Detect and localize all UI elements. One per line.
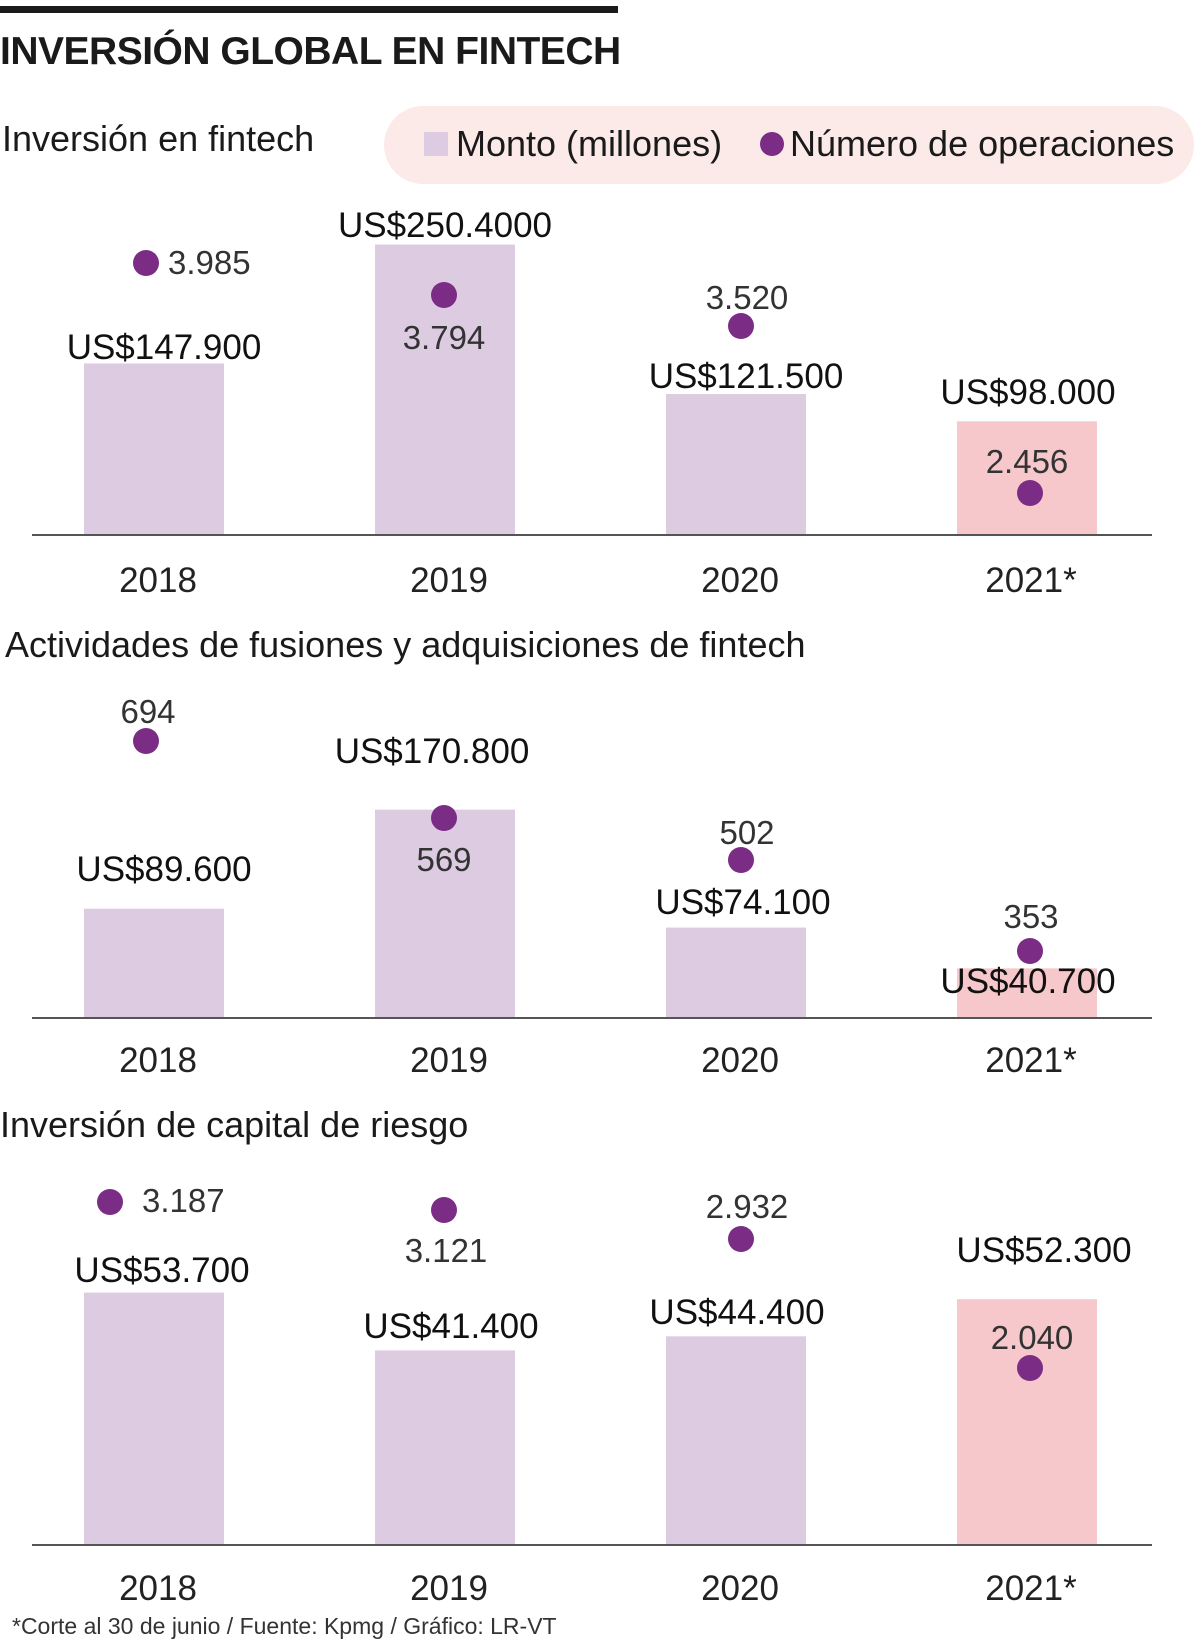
year-label-2-1: 2018: [119, 1041, 197, 1080]
amount-label-1-4: US$98.000: [940, 373, 1115, 412]
amount-label-1-2: US$250.4000: [338, 206, 552, 245]
year-label-1-3: 2020: [701, 561, 779, 600]
year-label-2-2: 2019: [410, 1041, 488, 1080]
ops-dot-3-1: [97, 1189, 123, 1215]
amount-label-2-3: US$74.100: [655, 883, 830, 922]
section-title-capital-riesgo: Inversión de capital de riesgo: [0, 1104, 469, 1145]
legend-ops-label: Número de operaciones: [790, 123, 1175, 164]
legend-ops-dot: [760, 132, 784, 156]
ops-label-1-4: 2.456: [986, 443, 1069, 480]
ops-label-1-3: 3.520: [706, 279, 789, 316]
legend: Monto (millones) Número de operaciones: [384, 106, 1194, 184]
ops-dot-2-1: [133, 728, 159, 754]
ops-dot-1-1: [133, 250, 159, 276]
title-rule: [0, 6, 618, 13]
year-label-3-1: 2018: [119, 1569, 197, 1608]
bar-1-2020: [666, 394, 806, 535]
year-label-1-4: 2021*: [985, 561, 1077, 600]
bar-2-2021: [957, 968, 1097, 1018]
ops-label-1-2: 3.794: [403, 319, 486, 356]
bar-3-2019: [375, 1350, 515, 1545]
amount-label-3-1: US$53.700: [74, 1251, 249, 1290]
ops-label-2-2: 569: [416, 841, 471, 878]
amount-label-3-2: US$41.400: [363, 1307, 538, 1346]
year-label-3-2: 2019: [410, 1569, 488, 1608]
year-label-3-3: 2020: [701, 1569, 779, 1608]
year-label-3-4: 2021*: [985, 1569, 1077, 1608]
ops-label-2-3: 502: [719, 814, 774, 851]
bar-3-2020: [666, 1336, 806, 1545]
ops-dot-1-4: [1017, 480, 1043, 506]
legend-amount-label: Monto (millones): [456, 123, 723, 164]
ops-label-1-1: 3.985: [168, 244, 251, 281]
amount-label-2-2: US$170.800: [335, 732, 530, 771]
ops-dot-3-2: [431, 1197, 457, 1223]
page-title: INVERSIÓN GLOBAL EN FINTECH: [0, 30, 621, 73]
amount-label-1-3: US$121.500: [649, 357, 844, 396]
ops-dot-2-3: [728, 847, 754, 873]
year-label-2-4: 2021*: [985, 1041, 1077, 1080]
ops-dot-3-4: [1017, 1355, 1043, 1381]
source-note: *Corte al 30 de junio / Fuente: Kpmg / G…: [12, 1613, 557, 1639]
bar-3-2018: [84, 1292, 224, 1545]
bar-2-2019: [375, 809, 515, 1018]
ops-label-3-1: 3.187: [142, 1182, 225, 1219]
bar-3-2021: [957, 1299, 1097, 1545]
section-title-fusiones: Actividades de fusiones y adquisiciones …: [5, 624, 806, 665]
amount-label-3-3: US$44.400: [649, 1293, 824, 1332]
amount-label-2-4: US$40.700: [940, 962, 1115, 1001]
bar-1-2021: [957, 421, 1097, 535]
section-title-inversion: Inversión en fintech: [2, 118, 315, 159]
legend-amount-swatch: [424, 132, 448, 156]
ops-dot-3-3: [728, 1226, 754, 1252]
year-label-1-2: 2019: [410, 561, 488, 600]
year-label-2-3: 2020: [701, 1041, 779, 1080]
year-label-1-1: 2018: [119, 561, 197, 600]
ops-label-3-4: 2.040: [991, 1319, 1074, 1356]
amount-label-2-1: US$89.600: [76, 850, 251, 889]
ops-dot-2-4: [1017, 938, 1043, 964]
amount-label-1-1: US$147.900: [67, 328, 262, 367]
bar-1-2018: [84, 363, 224, 535]
amount-label-3-4: US$52.300: [956, 1231, 1131, 1270]
bar-2-2020: [666, 927, 806, 1018]
ops-dot-2-2: [431, 805, 457, 831]
ops-label-3-3: 2.932: [706, 1188, 789, 1225]
bar-2-2018: [84, 908, 224, 1018]
ops-dot-1-3: [728, 313, 754, 339]
ops-label-2-4: 353: [1003, 898, 1058, 935]
ops-label-3-2: 3.121: [405, 1232, 488, 1269]
ops-dot-1-2: [431, 282, 457, 308]
ops-label-2-1: 694: [120, 693, 175, 730]
